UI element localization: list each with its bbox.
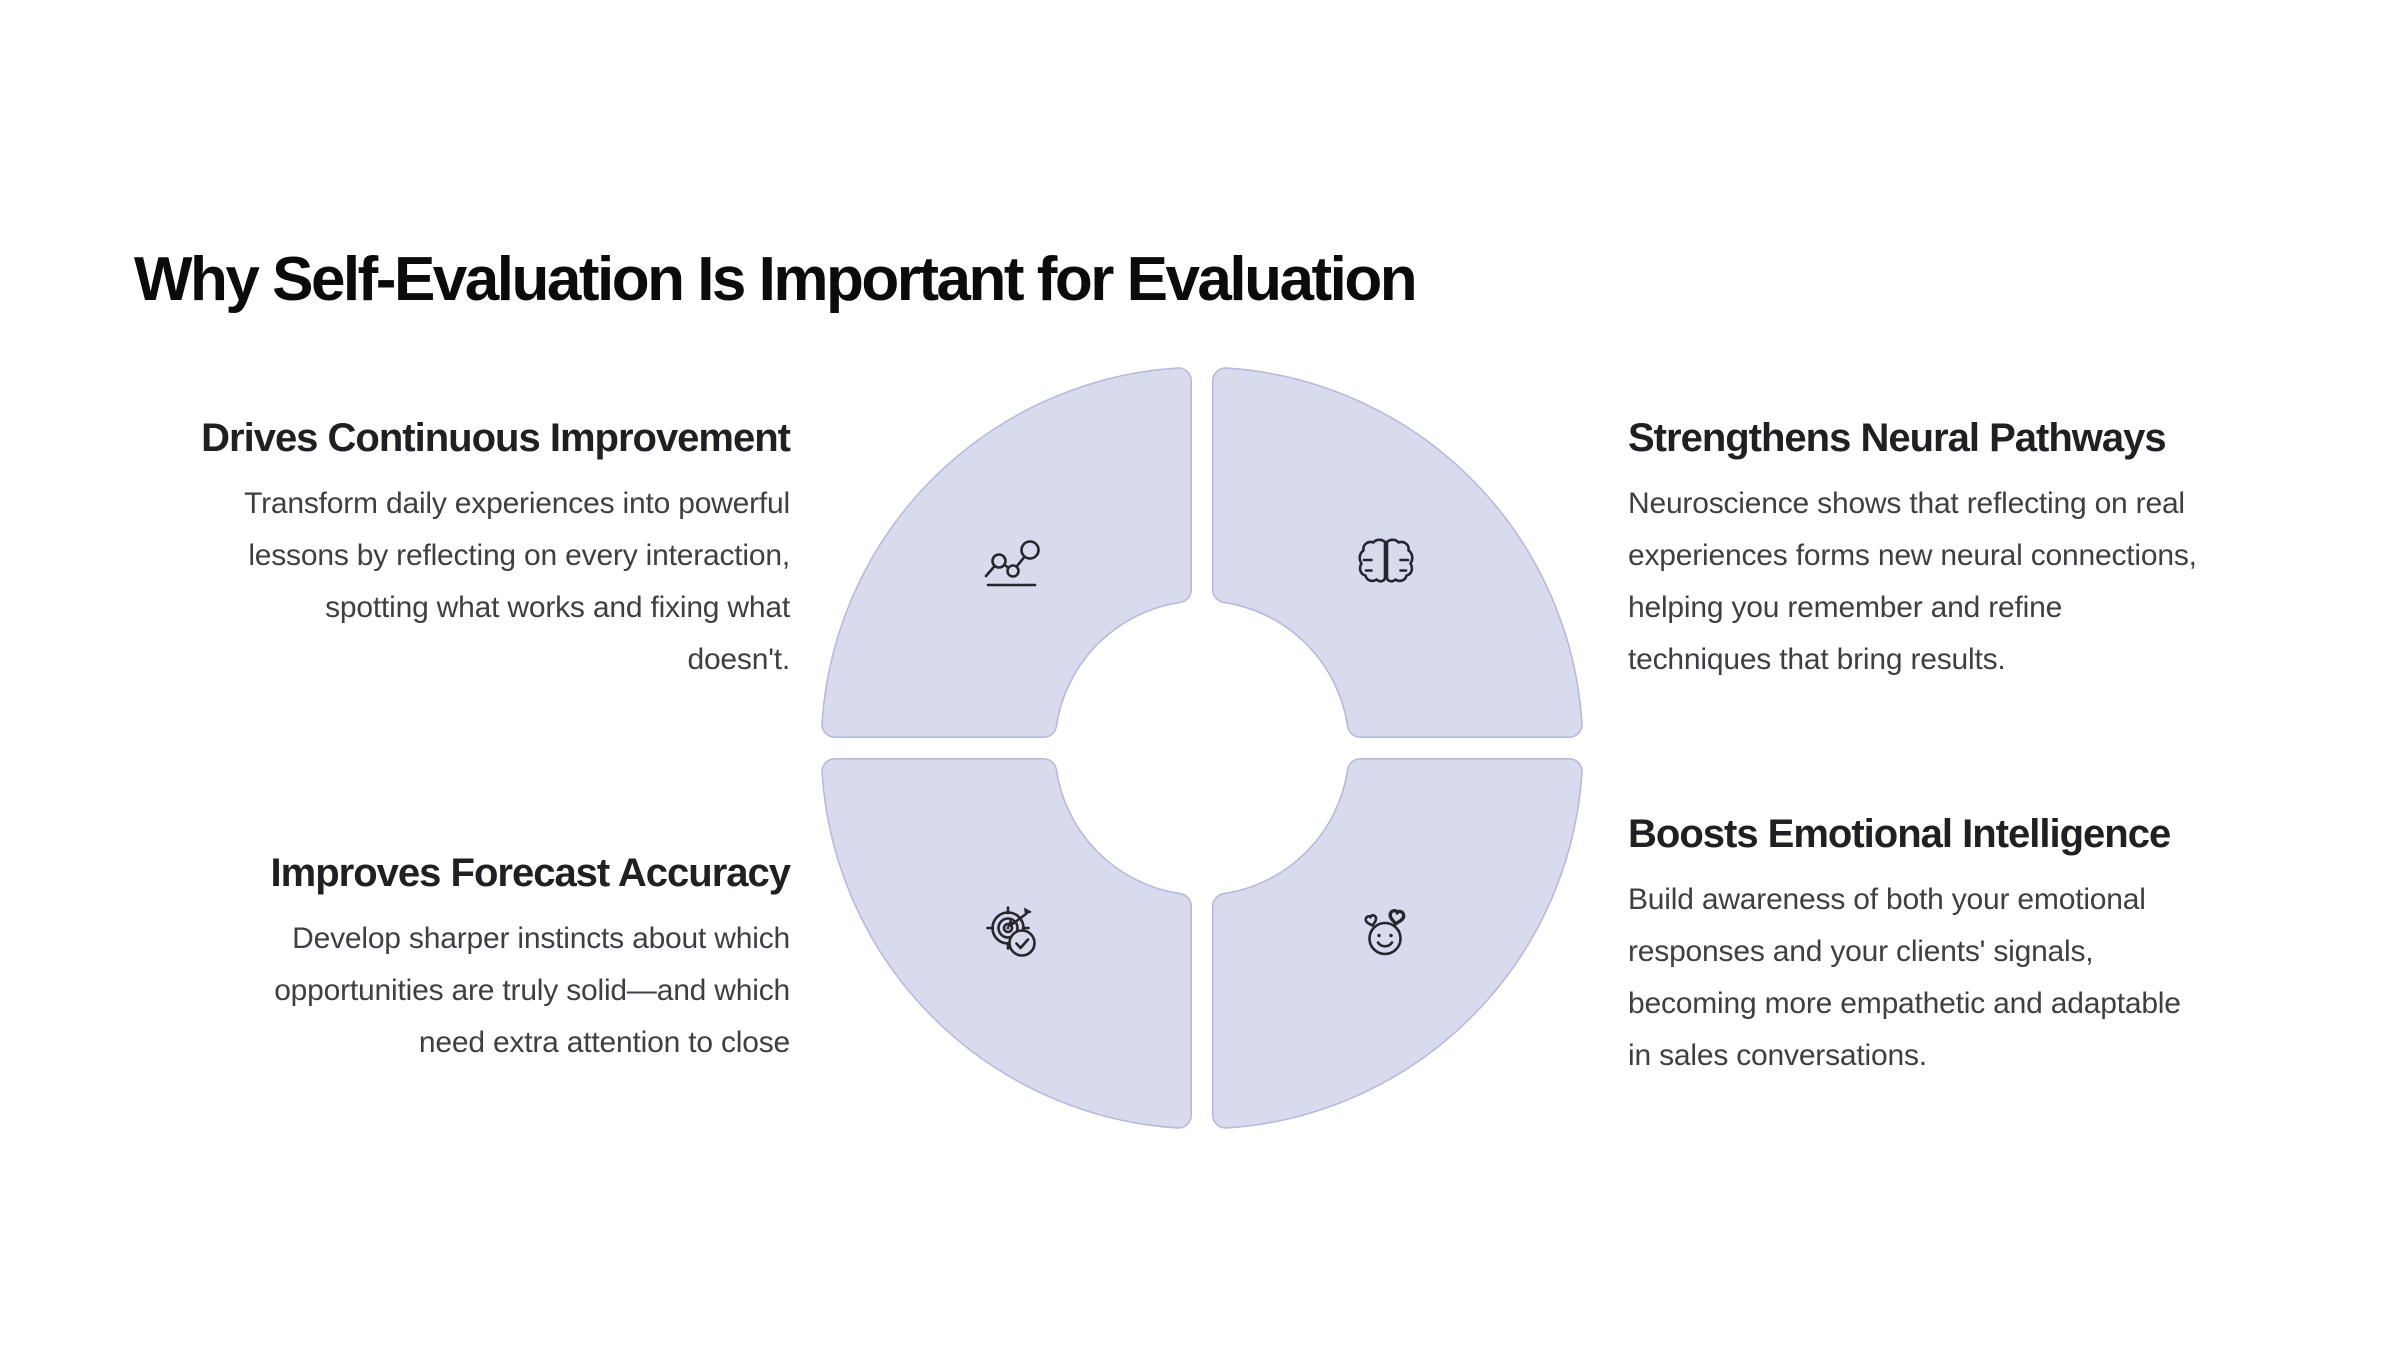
- quadrant-text-bottom-left: Improves Forecast Accuracy Develop sharp…: [120, 849, 791, 1069]
- body-line: opportunities are truly solid—and which: [274, 974, 790, 1007]
- segment-top-right: [1226, 381, 1570, 725]
- donut-diagram: [802, 348, 1602, 1148]
- body-line: helping you remember and refine: [1628, 591, 2063, 624]
- donut-segment-fills: [835, 381, 1570, 1116]
- body-line: need extra attention to close: [418, 1026, 790, 1059]
- body-line: responses and your clients' signals,: [1628, 935, 2094, 968]
- body-line: in sales conversations.: [1628, 1039, 1927, 1072]
- trend-chart-icon: [984, 540, 1040, 587]
- body-line: lessons by reflecting on every interacti…: [248, 539, 790, 572]
- body-line: doesn't.: [687, 643, 790, 676]
- body-line: becoming more empathetic and adaptable: [1628, 987, 2181, 1020]
- quadrant-body: Build awareness of both your emotional r…: [1628, 874, 2328, 1082]
- quadrant-heading: Boosts Emotional Intelligence: [1628, 812, 2171, 856]
- segment-top-left: [835, 381, 1179, 725]
- quadrant-heading: Improves Forecast Accuracy: [270, 851, 791, 895]
- quadrant-heading: Strengthens Neural Pathways: [1628, 416, 2167, 460]
- body-line: experiences forms new neural connections…: [1628, 539, 2197, 572]
- quadrant-body: Develop sharper instincts about which op…: [120, 913, 790, 1069]
- body-line: Build awareness of both your emotional: [1628, 883, 2146, 916]
- quadrant-text-top-right: Strengthens Neural Pathways Neuroscience…: [1628, 414, 2328, 686]
- page-title: Why Self-Evaluation Is Important for Eva…: [134, 245, 1418, 314]
- quadrant-body: Neuroscience shows that reflecting on re…: [1628, 478, 2328, 686]
- segment-bottom-right: [1226, 772, 1570, 1116]
- body-line: Transform daily experiences into powerfu…: [244, 487, 790, 520]
- body-line: spotting what works and fixing what: [325, 591, 790, 624]
- quadrant-heading: Drives Continuous Improvement: [201, 416, 791, 460]
- body-line: techniques that bring results.: [1628, 643, 2006, 676]
- quadrant-body: Transform daily experiences into powerfu…: [120, 478, 790, 686]
- body-line: Neuroscience shows that reflecting on re…: [1628, 487, 2185, 520]
- smiley-hearts-icon: [1363, 908, 1406, 956]
- target-check-icon: [986, 906, 1036, 957]
- body-line: Develop sharper instincts about which: [292, 922, 790, 955]
- quadrant-text-top-left: Drives Continuous Improvement Transform …: [120, 414, 791, 686]
- quadrant-text-bottom-right: Boosts Emotional Intelligence Build awar…: [1628, 810, 2328, 1082]
